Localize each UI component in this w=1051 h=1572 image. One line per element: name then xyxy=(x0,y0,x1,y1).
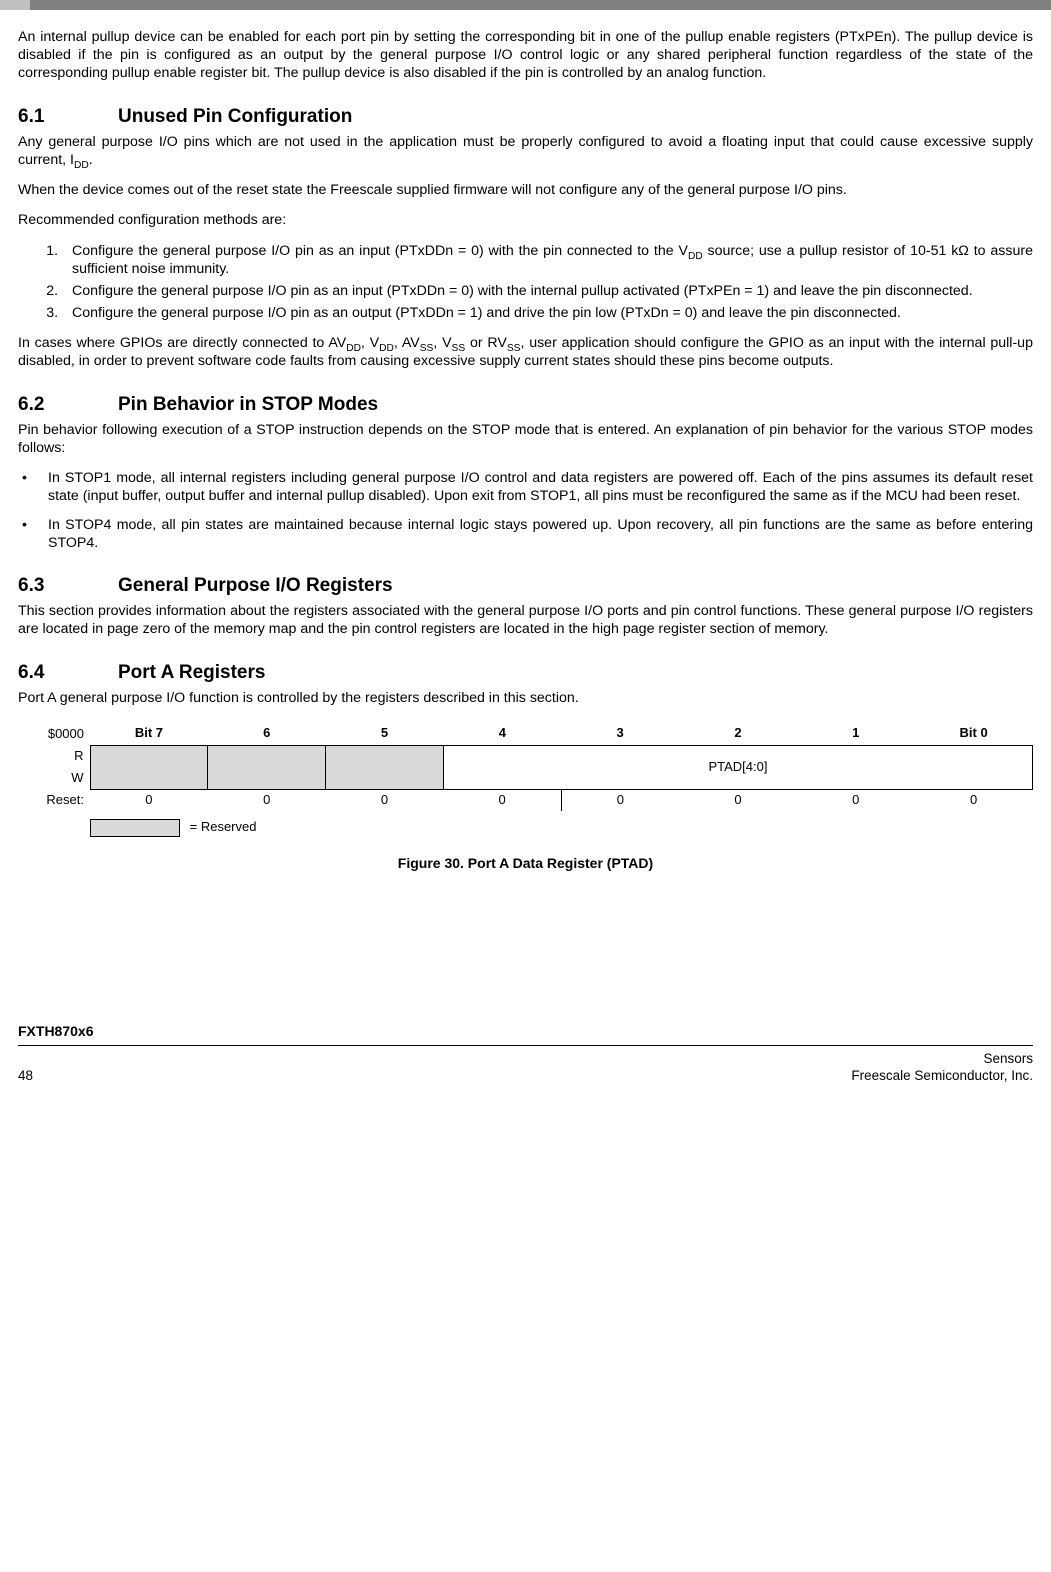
bit-header-3: 3 xyxy=(561,723,679,745)
bit-header-7: Bit 7 xyxy=(90,723,208,745)
sec61-p3: Recommended configuration methods are: xyxy=(18,211,1033,229)
sec62-li1: In STOP1 mode, all internal registers in… xyxy=(18,469,1033,505)
reset-bit0: 0 xyxy=(915,789,1033,811)
secnum-6-1: 6.1 xyxy=(18,105,118,129)
sec61-p4b: , V xyxy=(361,335,379,351)
bit-header-0: Bit 0 xyxy=(915,723,1033,745)
write-label: W xyxy=(18,767,90,789)
sec61-li3: Configure the general purpose I/O pin as… xyxy=(62,304,1033,322)
reserved-bit5 xyxy=(326,745,444,789)
reserved-bit6 xyxy=(208,745,326,789)
reset-label: Reset: xyxy=(18,789,90,811)
sec61-p2: When the device comes out of the reset s… xyxy=(18,181,1033,199)
sec61-li1-sub: DD xyxy=(688,250,703,261)
reset-bit5: 0 xyxy=(326,789,444,811)
ptad-field: PTAD[4:0] xyxy=(443,745,1032,789)
sectitle-6-1: Unused Pin Configuration xyxy=(118,106,352,127)
register-reset-row: Reset: 0 0 0 0 0 0 0 0 xyxy=(18,789,1033,811)
secnum-6-4: 6.4 xyxy=(18,661,118,685)
page-footer: FXTH870x6 Sensors 48 Freescale Semicondu… xyxy=(18,1023,1033,1084)
sec61-p1: Any general purpose I/O pins which are n… xyxy=(18,133,1033,169)
sec61-li1: Configure the general purpose I/O pin as… xyxy=(62,242,1033,278)
sec61-p4: In cases where GPIOs are directly connec… xyxy=(18,334,1033,370)
footer-rule xyxy=(18,1045,1033,1046)
reserved-legend-text: = Reserved xyxy=(190,819,257,834)
reserved-bit7 xyxy=(90,745,208,789)
doc-id: FXTH870x6 xyxy=(18,1023,1033,1041)
page-top-bar xyxy=(0,0,1051,10)
reset-bit3: 0 xyxy=(561,789,679,811)
sec62-list: In STOP1 mode, all internal registers in… xyxy=(18,469,1033,552)
reset-bit4: 0 xyxy=(443,789,561,811)
sec61-p4a: In cases where GPIOs are directly connec… xyxy=(18,335,346,351)
intro-paragraph: An internal pullup device can be enabled… xyxy=(18,28,1033,83)
sec61-p1b: . xyxy=(89,152,93,168)
sectitle-6-4: Port A Registers xyxy=(118,662,265,683)
reset-bit2: 0 xyxy=(679,789,797,811)
footer-line-1: Sensors xyxy=(18,1050,1033,1067)
reset-bit6: 0 xyxy=(208,789,326,811)
secnum-6-2: 6.2 xyxy=(18,393,118,417)
sec63-p1: This section provides information about … xyxy=(18,602,1033,638)
footer-right-1: Sensors xyxy=(983,1050,1033,1067)
heading-6-3: 6.3General Purpose I/O Registers xyxy=(18,574,1033,598)
register-diagram: $0000 Bit 7 6 5 4 3 2 1 Bit 0 R PTAD[4:0… xyxy=(18,723,1033,873)
sec61-p1-sub: DD xyxy=(74,160,89,171)
sec62-li2: In STOP4 mode, all pin states are mainta… xyxy=(18,516,1033,552)
figure-caption: Figure 30. Port A Data Register (PTAD) xyxy=(18,855,1033,873)
register-table: $0000 Bit 7 6 5 4 3 2 1 Bit 0 R PTAD[4:0… xyxy=(18,723,1033,837)
sectitle-6-2: Pin Behavior in STOP Modes xyxy=(118,394,378,415)
footer-right-2: Freescale Semiconductor, Inc. xyxy=(851,1067,1033,1084)
sec61-li2: Configure the general purpose I/O pin as… xyxy=(62,282,1033,300)
sec61-p4c: , AV xyxy=(394,335,420,351)
sectitle-6-3: General Purpose I/O Registers xyxy=(118,575,393,596)
sec64-p1: Port A general purpose I/O function is c… xyxy=(18,689,1033,707)
secnum-6-3: 6.3 xyxy=(18,574,118,598)
footer-line-2: 48 Freescale Semiconductor, Inc. xyxy=(18,1067,1033,1084)
sec62-p1: Pin behavior following execution of a ST… xyxy=(18,421,1033,457)
bit-header-6: 6 xyxy=(208,723,326,745)
sec61-p4e: or RV xyxy=(465,335,507,351)
sec61-li1a: Configure the general purpose I/O pin as… xyxy=(72,243,688,259)
bit-header-1: 1 xyxy=(797,723,915,745)
register-header-row: $0000 Bit 7 6 5 4 3 2 1 Bit 0 xyxy=(18,723,1033,745)
heading-6-2: 6.2Pin Behavior in STOP Modes xyxy=(18,393,1033,417)
reserved-swatch xyxy=(90,819,180,837)
sec61-list: Configure the general purpose I/O pin as… xyxy=(62,242,1033,323)
bit-header-5: 5 xyxy=(326,723,444,745)
register-read-row: R PTAD[4:0] xyxy=(18,745,1033,767)
register-address: $0000 xyxy=(18,723,90,745)
sec61-p1a: Any general purpose I/O pins which are n… xyxy=(18,134,1033,168)
reset-bit7: 0 xyxy=(90,789,208,811)
page-number: 48 xyxy=(18,1067,33,1084)
register-legend-row: = Reserved xyxy=(18,811,1033,837)
read-label: R xyxy=(18,745,90,767)
bit-header-4: 4 xyxy=(443,723,561,745)
reset-bit1: 0 xyxy=(797,789,915,811)
sec61-p4d: , V xyxy=(433,335,451,351)
heading-6-1: 6.1Unused Pin Configuration xyxy=(18,105,1033,129)
heading-6-4: 6.4Port A Registers xyxy=(18,661,1033,685)
bit-header-2: 2 xyxy=(679,723,797,745)
